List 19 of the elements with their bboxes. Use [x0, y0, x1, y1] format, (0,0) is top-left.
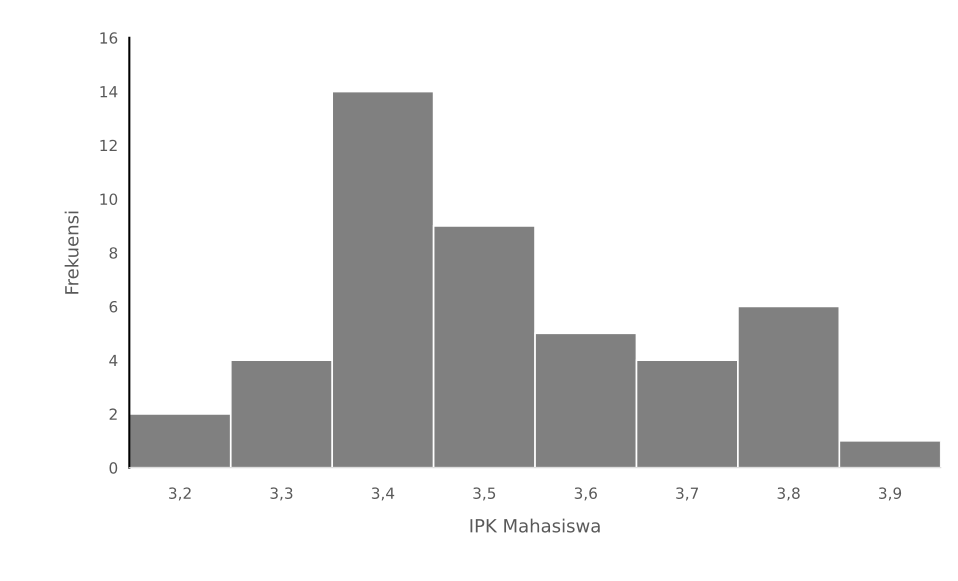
x-tick-label: 3,2: [169, 487, 191, 501]
y-tick-label: 0: [110, 462, 118, 474]
y-tick-label: 14: [100, 86, 118, 98]
y-tick-label: 16: [100, 32, 118, 44]
x-tick-label: 3,8: [778, 487, 800, 501]
x-tick-label: 3,6: [574, 487, 597, 501]
y-tick-label: 8: [110, 247, 118, 259]
y-tick-label: 6: [110, 300, 118, 312]
x-tick-label: 3,3: [270, 487, 292, 501]
y-tick-label: 10: [100, 193, 118, 206]
x-tick-label: 3,9: [879, 487, 902, 501]
x-tick-label: 3,7: [676, 487, 698, 501]
x-tick-label: 3,5: [473, 487, 496, 501]
x-axis-title: IPK Mahasiswa: [470, 518, 600, 533]
x-tick-label: 3,4: [372, 487, 394, 501]
y-axis-title: Frekuensi: [64, 212, 79, 294]
y-tick-label: 4: [109, 354, 118, 366]
y-tick-label: 12: [100, 140, 117, 152]
y-tick-label: 2: [110, 408, 117, 420]
